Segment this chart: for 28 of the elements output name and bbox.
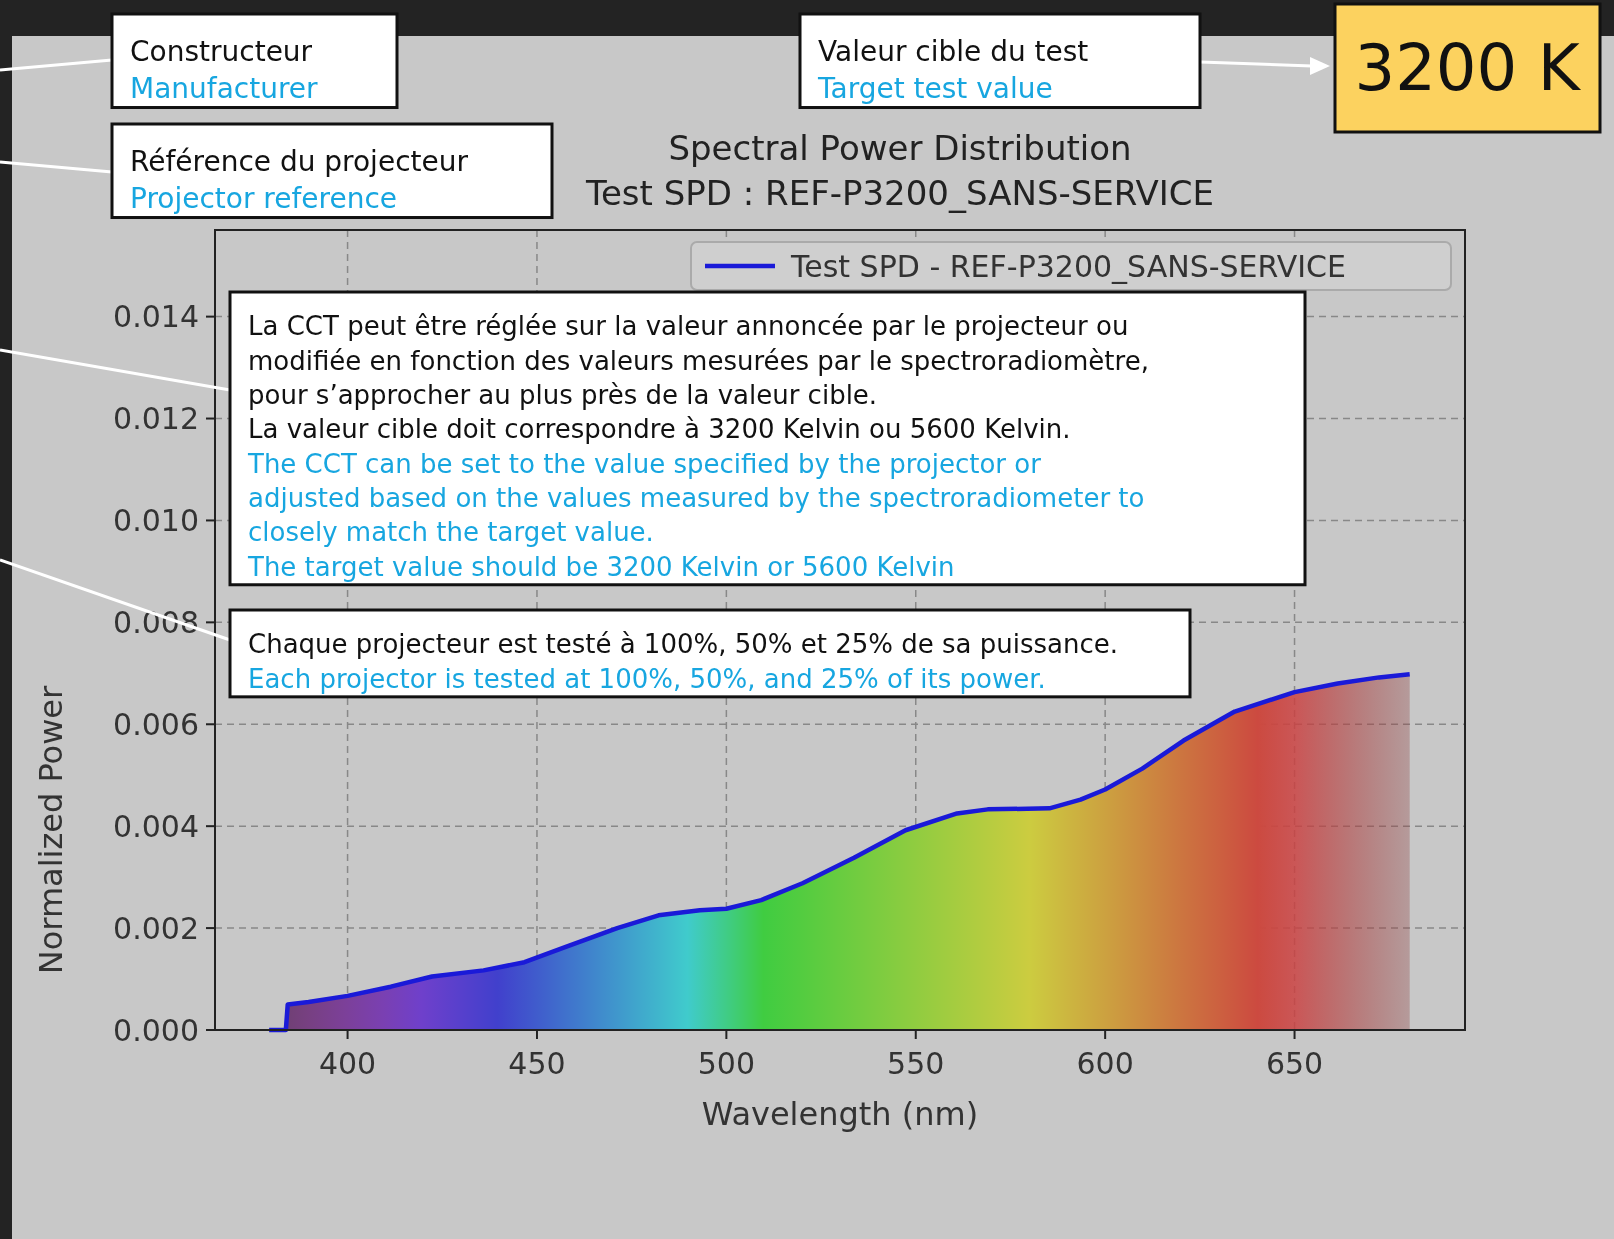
callout-box: Chaque projecteur est testé à 100%, 50% et 25% de sa puissance. Each projector is tested at 100%, 50%, and 25% of its power. [228, 608, 1192, 699]
annotation: Chaque projecteur est testé à 100%, 50% et 25% de sa puissance. [248, 629, 1119, 660]
y-tick-label: 0.010 [113, 502, 199, 538]
annotation: La CCT peut être réglée sur la valeur annoncée par le projecteur ou modifiée en fonction des valeurs mesurées par le spectroradiomètre, pour s’approcher au plus près de la valeur cible. La valeur cible doit correspondre à 3200 Kelvin ou 5600 Kelvin. [248, 311, 1149, 445]
x-tick-label: 550 [887, 1046, 945, 1081]
x-tick-label: 450 [508, 1046, 566, 1081]
x-tick-label: 600 [1076, 1046, 1134, 1081]
x-tick-label: 500 [697, 1046, 755, 1081]
callout-box: La CCT peut être réglée sur la valeur annoncée par le projecteur ou modifiée en fonction des valeurs mesurées par le spectroradiomètre, pour s’approcher au plus près de la valeur cible. La valeur cible doit correspondre à 3200 Kelvin ou 5600 Kelvin. The CCT can be set to the value specified by the projector or adjusted based on the values measured by the spectroradiometer to closely match the target value. The target value should be 3200 Kelvin or 5600 Kelvin [228, 290, 1307, 587]
chart-title: Spectral Power Distribution [668, 128, 1132, 168]
callout-box: 3200 K [1333, 2, 1602, 134]
callout-box: Valeur cible du test Target test value [798, 12, 1202, 109]
annotation: The CCT can be set to the value specified by the projector or adjusted based on the values measured by the spectroradiometer to closely match the target value. The target value should be 3200 Kelvin or 5600 Kelvin [247, 448, 1145, 582]
callout-box: Constructeur Manufacturer [110, 12, 399, 109]
legend-label: Test SPD - REF-P3200_SANS-SERVICE [790, 248, 1346, 284]
x-axis-title: Wavelength (nm) [701, 1095, 979, 1133]
chart-subtitle: Test SPD : REF-P3200_SANS-SERVICE [584, 173, 1215, 213]
y-tick-label: 0.004 [113, 808, 199, 844]
y-tick-label: 0.014 [113, 299, 199, 335]
callout-box: Référence du projecteur Projector reference [110, 122, 554, 219]
y-tick-label: 0.006 [113, 706, 199, 742]
y-tick-label: 0.002 [113, 910, 199, 946]
x-tick-label: 650 [1265, 1046, 1324, 1081]
y-axis-title: Normalized Power [32, 684, 70, 975]
x-tick-label: 400 [318, 1046, 377, 1081]
y-tick-label: 0.012 [113, 401, 199, 437]
annotation: Each projector is tested at 100%, 50%, and 25% of its power. [248, 663, 1046, 694]
y-tick-label: 0.000 [113, 1012, 199, 1048]
